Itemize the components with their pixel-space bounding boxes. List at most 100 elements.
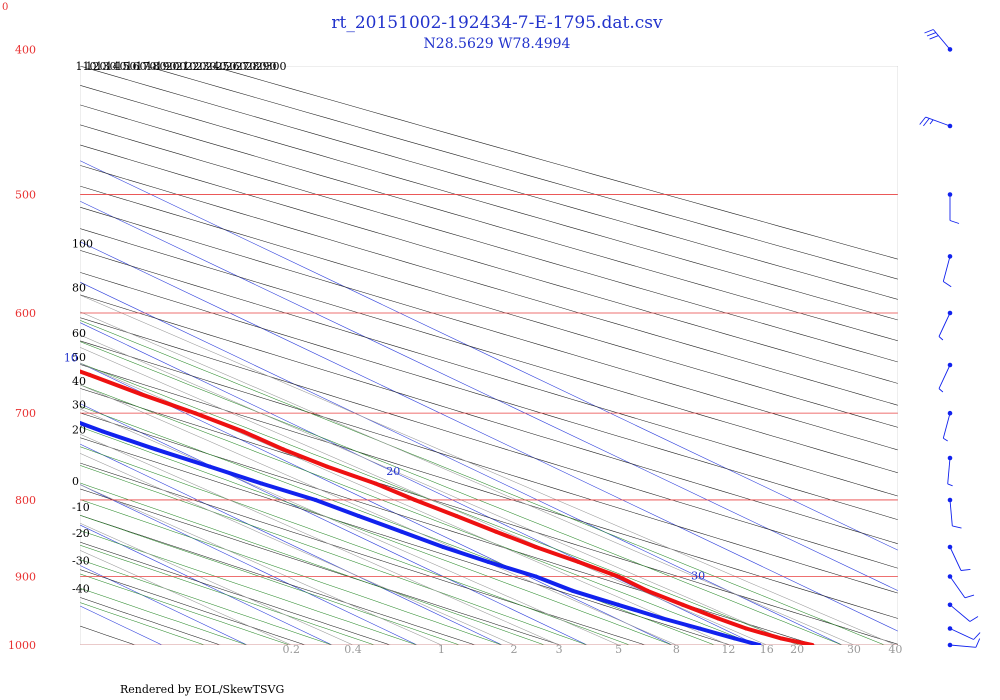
dry-adiabat-line — [80, 294, 898, 545]
wind-barb-layer — [919, 29, 981, 648]
dry-adiabat-edge-label: 0 — [72, 475, 79, 488]
dry-adiabat-edge-label: 20 — [72, 424, 86, 437]
moist-adiabat-line — [80, 426, 673, 645]
wind-barb-flag — [923, 118, 930, 127]
dry-adiabat-line — [80, 340, 898, 594]
potential-temperature-label: 110 — [76, 60, 97, 73]
wind-barb-shaft — [938, 312, 951, 337]
isotherm-line — [80, 322, 758, 645]
chart-subtitle: N28.5629 W78.4994 — [424, 36, 571, 52]
mixing-ratio-label: 1 — [438, 643, 445, 656]
temperature-point — [413, 498, 417, 502]
wind-barb-shaft — [938, 364, 951, 389]
chart-title: rt_20151002-192434-7-E-1795.dat.csv — [331, 13, 663, 33]
dry-adiabat-line — [80, 388, 898, 645]
wind-barb-flag — [929, 35, 939, 40]
temperature-point — [533, 545, 538, 549]
potential-temperature-label: 300 — [266, 60, 287, 73]
temperature-point — [494, 529, 499, 534]
dewpoint-point — [570, 588, 575, 593]
dry-adiabat-line — [144, 66, 898, 280]
potential-temperature-label: 240 — [206, 60, 227, 73]
temperature-point — [325, 464, 330, 469]
dry-adiabat-line — [80, 514, 477, 645]
label-layer: 1101201301401501601701801902002102202302… — [8, 43, 902, 656]
potential-temperature-label: 120 — [86, 60, 107, 73]
mixing-ratio-line — [80, 522, 354, 645]
dry-adiabat-line — [80, 185, 898, 428]
mixing-ratio-label: 40 — [888, 643, 902, 656]
wind-barb-flag — [924, 29, 934, 34]
dry-adiabat-line — [210, 66, 898, 260]
temperature-point — [576, 559, 581, 564]
dewpoint-point — [661, 616, 665, 621]
wind-barb-flag — [926, 32, 937, 37]
potential-temperature-label: 280 — [246, 60, 267, 73]
dewpoint-point — [356, 514, 361, 518]
potential-temperature-label: 230 — [196, 60, 217, 73]
dewpoint-line — [80, 420, 761, 645]
grid-layer — [80, 66, 898, 645]
potential-temperature-label: 290 — [256, 60, 277, 73]
wind-barb-shaft — [942, 256, 951, 282]
potential-temperature-label: 170 — [136, 60, 157, 73]
moist-adiabat-line — [80, 587, 248, 645]
wind-barb-shaft — [949, 576, 966, 599]
dry-adiabat-edge-label: 60 — [72, 327, 86, 340]
isotherm-line — [80, 200, 898, 592]
dewpoint-point — [100, 429, 105, 434]
dewpoint-point — [616, 602, 621, 607]
profile-layer — [80, 369, 815, 645]
mixing-ratio-label: 20 — [790, 643, 804, 656]
dry-adiabat-line — [80, 104, 898, 342]
wind-barb-shaft — [949, 604, 971, 622]
dry-adiabat-edge-label: 100 — [72, 237, 93, 250]
wind-barb-flag — [964, 594, 975, 599]
temperature-point — [87, 372, 92, 377]
mixing-ratio-line — [80, 347, 768, 645]
moist-adiabat-line — [80, 530, 418, 645]
moist-adiabat-line — [80, 482, 545, 645]
dewpoint-point — [259, 481, 264, 486]
wind-barb-shaft — [925, 116, 951, 127]
temperature-point — [139, 392, 144, 397]
mixing-ratio-line — [80, 484, 443, 645]
dry-adiabat-edge-label: -10 — [72, 501, 90, 514]
temperature-point — [680, 602, 685, 607]
wind-barb-shaft — [949, 499, 953, 526]
temperature-line — [80, 369, 813, 645]
temperature-point — [744, 626, 749, 631]
dry-adiabat-edge-label: -30 — [72, 554, 90, 567]
dry-adiabat-line — [80, 124, 898, 363]
isotherm-line — [80, 281, 843, 645]
mixing-ratio-label: 2 — [511, 643, 518, 656]
dry-adiabat-line — [80, 228, 898, 474]
potential-temperature-label: 190 — [156, 60, 177, 73]
dry-adiabat-line — [80, 206, 898, 451]
pressure-label: 600 — [15, 307, 36, 320]
dewpoint-point — [732, 636, 737, 641]
mixing-ratio-line — [80, 384, 677, 645]
mixing-ratio-line — [80, 294, 896, 645]
potential-temperature-label: 160 — [126, 60, 147, 73]
dry-adiabat-line — [80, 85, 898, 321]
pressure-label: 400 — [15, 43, 36, 56]
isotherm-label: 30 — [691, 570, 705, 583]
isotherm-line — [80, 524, 333, 645]
pressure-label: 1000 — [8, 639, 36, 652]
mixing-ratio-label: 5 — [615, 643, 622, 656]
temperature-point — [779, 636, 784, 641]
temperature-point — [454, 514, 459, 518]
dewpoint-point — [697, 626, 702, 631]
isotherm-line — [80, 565, 248, 645]
dry-adiabat-line — [80, 541, 392, 645]
footer-credit: Rendered by EOL/SkewTSVG — [120, 683, 285, 696]
mixing-ratio-line — [80, 453, 515, 645]
wind-barb-flag — [952, 525, 962, 529]
potential-temperature-label: 150 — [116, 60, 137, 73]
dry-adiabat-line — [80, 66, 898, 300]
corner-label: 0 — [2, 2, 9, 13]
wind-barb-shaft — [947, 457, 951, 484]
dewpoint-point — [399, 529, 404, 534]
isotherm-line — [80, 403, 588, 645]
